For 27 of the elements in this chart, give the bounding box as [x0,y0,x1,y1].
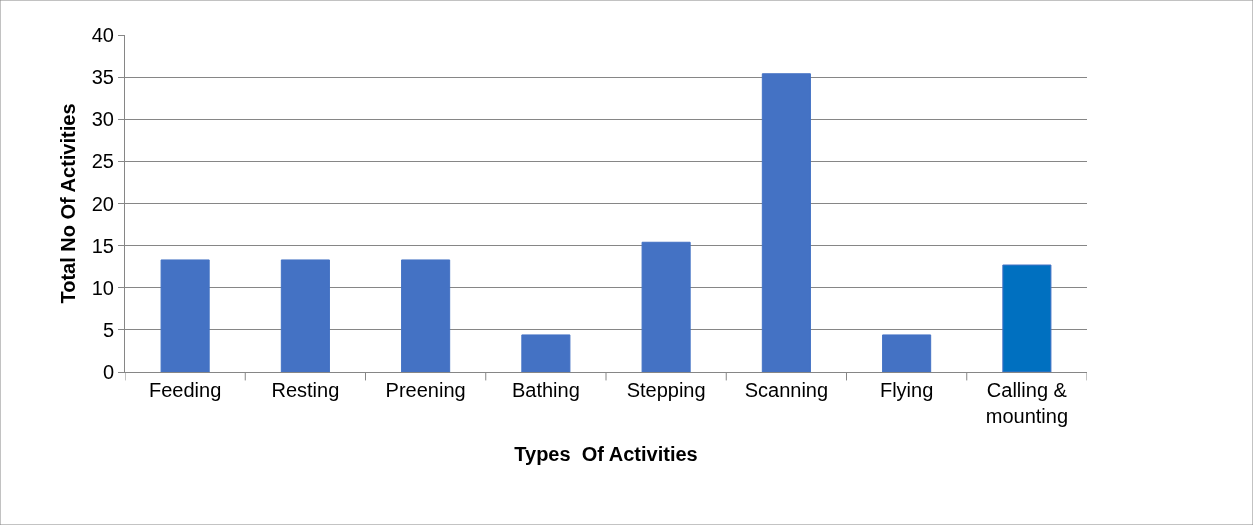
x-tick-label: Calling & mounting [985,379,1069,427]
y-tick-label: 20 [91,192,114,215]
y-tick-label: 10 [91,276,114,299]
y-axis-title: Total No Of Activities [57,103,80,304]
x-tick-label: Feeding [148,379,222,401]
y-tick-label: 15 [91,234,114,257]
x-tick-label: Scanning [744,379,829,401]
bar [641,241,691,372]
y-tick-label: 5 [102,318,114,341]
y-tick-label: 40 [91,24,114,46]
y-tick-label: 0 [102,361,114,383]
bar [761,73,811,372]
y-tick-label: 30 [91,108,114,131]
y-tick-label: 35 [91,66,114,89]
bar [1002,264,1052,372]
x-tick-label: Bathing [511,379,580,401]
x-tick-label: Resting [271,379,340,401]
x-axis-title: Types Of Activities [514,442,698,465]
y-tick-label: 25 [91,150,114,173]
x-tick-label: Preening [385,379,466,401]
bar [280,259,330,372]
x-tick-label: Stepping [626,379,706,401]
bar [401,259,451,372]
bar [882,334,932,372]
x-tick-label: Flying [879,379,934,401]
bar [521,334,571,372]
bar [160,259,210,372]
